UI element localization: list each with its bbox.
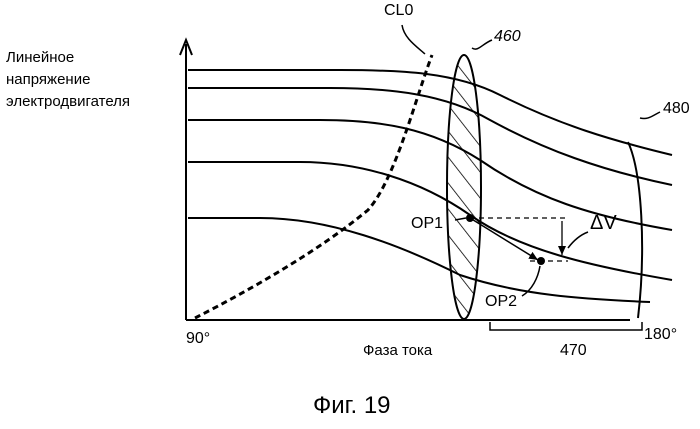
label-90-degrees: 90° bbox=[186, 330, 210, 348]
label-delta-v: ΔV bbox=[590, 214, 617, 232]
y-axis-label: Линейное напряжение электродвигателя bbox=[6, 47, 130, 113]
y-axis-label-line-2: напряжение bbox=[6, 69, 130, 91]
leader-460 bbox=[472, 40, 492, 49]
label-480: 480 bbox=[663, 100, 690, 118]
bracket-470 bbox=[490, 322, 642, 330]
label-180-degrees: 180° bbox=[644, 326, 677, 344]
op2-point bbox=[537, 257, 545, 265]
y-axis-label-line-3: электродвигателя bbox=[6, 91, 130, 113]
label-op1: OP1 bbox=[411, 215, 443, 233]
label-op2: OP2 bbox=[485, 293, 517, 311]
label-470: 470 bbox=[560, 342, 587, 360]
cl0-leader bbox=[402, 25, 425, 54]
voltage-curves bbox=[188, 70, 672, 302]
cl0-line bbox=[195, 55, 432, 318]
voltage-curve-1 bbox=[188, 70, 672, 155]
label-460: 460 bbox=[494, 28, 521, 46]
bracket-480 bbox=[628, 142, 642, 318]
y-axis-label-line-1: Линейное bbox=[6, 47, 130, 69]
figure-caption: Фиг. 19 bbox=[313, 397, 391, 415]
x-axis-label: Фаза тока bbox=[363, 342, 432, 360]
delta-v-leader bbox=[568, 232, 588, 248]
op1-point bbox=[466, 214, 474, 222]
label-cl0: CL0 bbox=[384, 2, 413, 20]
leader-480 bbox=[640, 112, 660, 119]
